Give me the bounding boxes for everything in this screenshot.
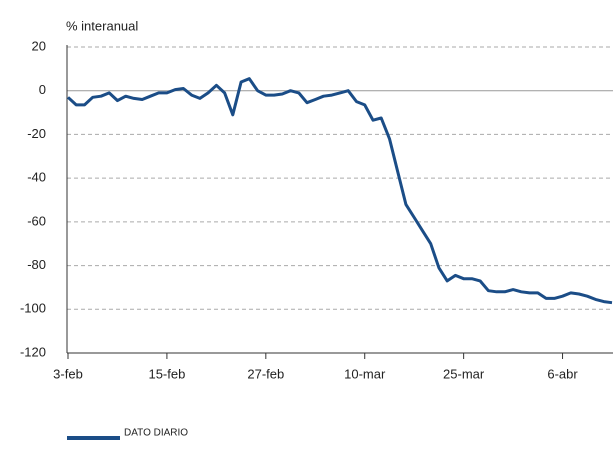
y-tick-label: -60 <box>27 213 46 228</box>
x-tick-label: 15-feb <box>148 366 185 381</box>
y-tick-label: 0 <box>39 82 46 97</box>
y-tick-label: -40 <box>27 170 46 185</box>
y-tick-label: -20 <box>27 126 46 141</box>
y-tick-label: -80 <box>27 257 46 272</box>
y-tick-label: -100 <box>20 301 46 316</box>
x-tick-label: 3-feb <box>53 366 83 381</box>
line <box>66 77 613 305</box>
y-tick-label: -120 <box>20 344 46 359</box>
x-tick-label: 27-feb <box>247 366 284 381</box>
legend-label: DATO DIARIO <box>124 428 188 439</box>
y-axis-label: % interanual <box>66 18 138 33</box>
x-tick-label: 6-abr <box>547 366 578 381</box>
x-tick-label: 25-mar <box>443 366 485 381</box>
x-tick-label: 10-mar <box>344 366 386 381</box>
y-tick-label: 20 <box>32 38 46 53</box>
